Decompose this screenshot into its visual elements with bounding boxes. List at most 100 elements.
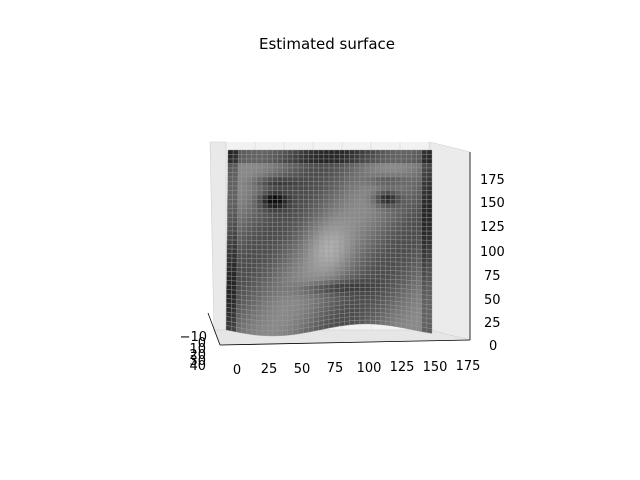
surface-facet xyxy=(246,286,252,292)
x-tick-label: 50 xyxy=(294,362,311,377)
surface-facet xyxy=(297,199,304,205)
surface-facet xyxy=(395,217,402,223)
surface-facet xyxy=(267,301,273,307)
surface-facet xyxy=(277,154,283,160)
surface-facet xyxy=(256,226,263,232)
surface-facet xyxy=(349,287,355,293)
surface-facet xyxy=(313,194,319,200)
surface-facet xyxy=(333,190,340,196)
surface-facet xyxy=(277,163,283,169)
surface-facet xyxy=(308,262,314,268)
surface-facet xyxy=(375,316,381,321)
surface-facet xyxy=(313,275,319,281)
surface-facet xyxy=(406,262,412,268)
surface-facet xyxy=(375,154,381,160)
surface-facet xyxy=(385,172,391,178)
surface-facet xyxy=(400,149,407,155)
y-tick-label: 0 xyxy=(198,336,206,351)
surface-facet xyxy=(354,265,361,271)
surface-facet xyxy=(237,217,242,223)
surface-facet xyxy=(323,176,330,182)
surface-facet xyxy=(241,271,247,278)
surface-facet xyxy=(333,248,340,254)
surface-facet xyxy=(426,267,433,273)
surface-facet xyxy=(238,149,242,155)
surface-facet xyxy=(323,221,330,227)
surface-facet xyxy=(308,267,314,273)
surface-facet xyxy=(333,154,340,160)
surface-facet xyxy=(426,249,433,255)
surface-facet xyxy=(421,176,428,182)
surface-facet xyxy=(395,194,402,200)
surface-facet xyxy=(323,226,330,232)
surface-facet xyxy=(251,158,258,164)
surface-facet xyxy=(246,194,252,200)
surface-facet xyxy=(261,244,268,250)
surface-facet xyxy=(297,258,304,264)
surface-facet xyxy=(227,185,233,191)
surface-facet xyxy=(364,278,371,284)
surface-facet xyxy=(256,217,263,223)
surface-facet xyxy=(328,221,335,227)
surface-facet xyxy=(390,270,397,276)
surface-facet xyxy=(261,217,268,223)
surface-facet xyxy=(426,290,433,296)
surface-facet xyxy=(426,167,433,173)
surface-facet xyxy=(261,194,268,200)
surface-facet xyxy=(333,217,340,223)
surface-facet xyxy=(411,248,417,254)
surface-facet xyxy=(375,230,381,236)
surface-facet xyxy=(256,212,263,218)
surface-facet xyxy=(426,154,433,160)
surface-facet xyxy=(411,298,417,304)
surface-facet xyxy=(370,252,376,258)
surface-facet xyxy=(323,181,330,187)
surface-facet xyxy=(339,287,345,293)
surface-facet xyxy=(395,296,402,302)
surface-facet xyxy=(390,292,397,298)
surface-facet xyxy=(339,257,345,263)
surface-facet xyxy=(385,235,391,240)
surface-facet xyxy=(344,230,350,236)
surface-facet xyxy=(359,185,366,191)
surface-facet xyxy=(277,208,283,214)
surface-facet xyxy=(241,199,247,205)
surface-facet xyxy=(261,235,268,241)
surface-facet xyxy=(385,287,391,293)
surface-facet xyxy=(349,158,355,164)
surface-facet xyxy=(349,172,355,178)
surface-facet xyxy=(416,212,422,218)
surface-facet xyxy=(251,240,258,246)
surface-facet xyxy=(411,154,417,160)
surface-facet xyxy=(323,262,330,267)
surface-facet xyxy=(241,267,247,273)
surface-facet xyxy=(400,292,407,299)
surface-facet xyxy=(359,311,366,317)
surface-facet xyxy=(267,330,273,337)
surface-facet xyxy=(297,176,304,182)
surface-facet xyxy=(354,243,361,249)
surface-facet xyxy=(251,194,258,200)
surface-facet xyxy=(406,302,412,308)
surface-facet xyxy=(246,167,252,173)
surface-facet xyxy=(380,194,386,200)
surface-facet xyxy=(251,203,258,209)
surface-facet xyxy=(390,199,397,205)
surface-facet xyxy=(359,221,366,227)
surface-facet xyxy=(390,226,397,232)
surface-facet xyxy=(277,240,283,246)
surface-facet xyxy=(308,172,314,178)
surface-facet xyxy=(267,244,273,250)
surface-facet xyxy=(303,258,309,264)
surface-facet xyxy=(328,261,335,267)
surface-facet xyxy=(344,300,350,306)
surface-facet xyxy=(370,274,376,280)
surface-facet xyxy=(272,199,278,205)
surface-facet xyxy=(426,235,433,241)
surface-facet xyxy=(267,176,273,182)
surface-facet xyxy=(339,212,345,218)
surface-facet xyxy=(313,235,319,241)
surface-facet xyxy=(359,252,366,258)
surface-facet xyxy=(267,190,273,196)
surface-facet xyxy=(390,190,397,196)
